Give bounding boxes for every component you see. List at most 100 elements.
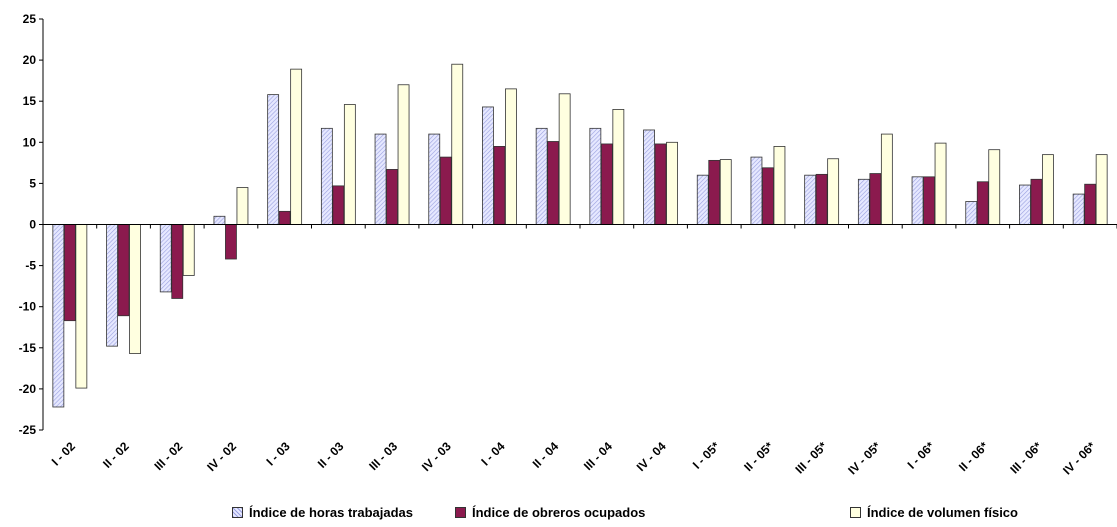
bar-volumen [236,187,249,225]
legend-item-volumen: Índice de volumen físico [850,505,1018,520]
bar-horas [696,174,709,225]
x-tick-label: IV - 02 [204,439,239,474]
bar-obreros [63,224,76,322]
bar-obreros [493,146,506,225]
bar-obreros [1084,183,1097,225]
bar-volumen [343,104,356,225]
x-tick-label: III - 04 [581,439,615,473]
legend-label-obreros: Índice de obreros ocupados [472,505,646,520]
x-tick-label: I - 06* [905,439,938,472]
x-tick-label: I - 04 [478,439,507,468]
bar-obreros [278,210,291,225]
bar-horas [428,133,441,225]
bar-horas [52,224,65,408]
bar-volumen [505,88,517,225]
y-tick-label: -25 [19,423,37,437]
x-tick-label: IV - 06* [1060,439,1098,477]
legend-item-horas: Índice de horas trabajadas [232,505,413,520]
bar-volumen [1042,154,1054,225]
bar-horas [320,127,333,225]
legend-swatch-obreros [455,507,466,518]
bar-volumen [666,141,678,225]
x-tick-label: II - 04 [530,439,562,471]
bar-horas [911,176,924,225]
bar-horas [1072,193,1085,225]
bar-horas [159,224,172,293]
x-tick-label: II - 05* [741,439,776,474]
x-tick-label: IV - 04 [634,439,669,474]
bar-horas [213,215,226,225]
bar-volumen [558,93,571,225]
legend-label-volumen: Índice de volumen físico [867,505,1018,520]
legend: Índice de horas trabajadas Índice de obr… [0,505,1117,525]
bar-volumen [612,109,625,225]
x-tick-label: III - 06* [1007,439,1044,476]
x-tick-label: IV - 03 [419,439,454,474]
y-tick-label: 10 [23,135,37,149]
bar-horas [643,129,655,225]
x-tick-label: III - 02 [151,439,185,473]
bar-obreros [976,181,989,225]
y-tick-label: 15 [23,94,37,108]
y-tick-label: 5 [29,176,36,190]
bar-volumen [719,159,732,225]
bar-horas [750,156,763,225]
bar-obreros [386,169,398,225]
bar-obreros [815,173,828,225]
bar-obreros [869,173,882,225]
y-tick-label: 25 [23,12,37,26]
legend-item-obreros: Índice de obreros ocupados [455,505,645,520]
bar-obreros [923,176,935,225]
bar-volumen [182,224,195,276]
bar-obreros [439,156,452,225]
bar-volumen [397,84,410,225]
bar-obreros [547,141,560,225]
bar-horas [965,201,978,225]
bar-volumen [290,68,303,225]
bar-volumen [934,142,947,225]
bar-volumen [880,133,893,225]
bar-volumen [773,146,786,225]
x-tick-label: I - 03 [264,439,293,468]
bar-horas [106,224,118,347]
bar-volumen [988,149,1001,225]
legend-swatch-horas [232,507,243,518]
bar-volumen [75,224,88,389]
y-tick-label: -15 [19,341,37,355]
bar-volumen [451,63,464,225]
bar-horas [804,174,817,225]
bar-horas [535,127,548,225]
bar-obreros [708,159,721,225]
bar-obreros [117,224,130,317]
bar-obreros [225,224,237,260]
x-tick-label: IV - 05* [845,439,883,477]
bar-obreros [762,167,774,225]
x-tick-label: III - 05* [793,439,830,476]
bar-horas [374,133,387,225]
bar-obreros [171,224,184,299]
bar-obreros [654,143,667,225]
x-tick-label: III - 03 [366,439,400,473]
y-tick-label: -10 [19,300,37,314]
y-tick-label: 20 [23,53,37,67]
bar-horas [267,94,280,225]
x-tick-label: II - 02 [100,439,132,471]
x-tick-label: II - 03 [315,439,347,471]
x-tick-label: I - 02 [49,439,78,468]
bar-obreros [332,185,345,225]
bar-horas [857,178,870,225]
x-tick-label: II - 06* [956,439,991,474]
bar-volumen [827,158,840,225]
bar-horas [589,127,602,225]
bar-volumen [129,224,141,354]
y-tick-label: -20 [19,382,37,396]
legend-label-horas: Índice de horas trabajadas [249,505,414,520]
bar-horas [1019,184,1031,225]
x-tick-label: I - 05* [690,439,723,472]
y-tick-label: 0 [29,218,36,232]
legend-swatch-volumen [850,507,861,518]
y-tick-label: -5 [25,259,36,273]
bar-obreros [1030,178,1043,225]
bar-obreros [600,143,613,225]
bar-volumen [1095,154,1108,225]
